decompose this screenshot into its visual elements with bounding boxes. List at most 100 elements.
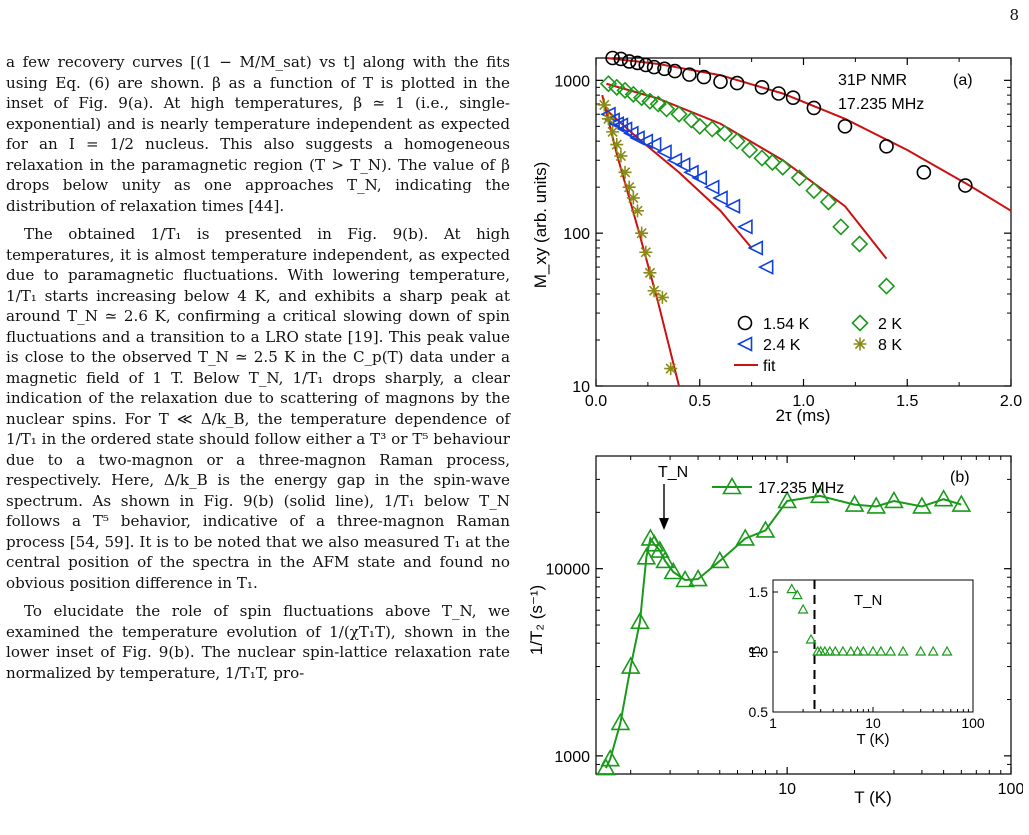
data-point <box>618 165 632 179</box>
data-point <box>713 74 728 89</box>
panel-a-axes: 0.0 0.5 1.0 1.5 2.0 10 100 1000 <box>554 58 1022 410</box>
inset-point <box>837 645 849 656</box>
inset-point <box>875 645 887 656</box>
panel-a-frame <box>595 57 1012 387</box>
a-xtick-label: 1.5 <box>896 393 918 410</box>
data-point <box>958 178 973 193</box>
data-point <box>709 550 730 569</box>
inset-point <box>786 583 798 594</box>
inset-point <box>941 645 953 656</box>
data-point <box>596 757 616 776</box>
data-point <box>630 611 650 630</box>
i-ytick-label: 1.0 <box>749 644 769 660</box>
data-point <box>600 749 621 767</box>
b-ytick-label: 1000 <box>554 749 590 766</box>
data-point <box>633 89 651 107</box>
data-point <box>622 125 639 142</box>
data-point <box>631 204 644 218</box>
tn-arrow-head <box>659 518 669 530</box>
data-point <box>877 277 896 295</box>
paragraph-3: To elucidate the role of spin fluctuatio… <box>6 602 510 682</box>
legend-label: 1.54 K <box>763 316 810 333</box>
a-xtick-label: 0.5 <box>689 393 711 410</box>
figure-9: 0.0 0.5 1.0 1.5 2.0 10 100 1000 M_xy (arb. unit… <box>527 50 1023 807</box>
inset-point <box>857 645 869 656</box>
data-point <box>805 181 823 200</box>
data-point <box>755 520 776 538</box>
b-legend-marker <box>722 476 742 495</box>
data-point <box>754 80 770 95</box>
data-point <box>667 63 683 79</box>
inset-xlabel: T (K) <box>856 731 889 748</box>
inset-point <box>851 645 864 656</box>
inset-point <box>805 633 817 644</box>
b-xtick-label: 10 <box>778 781 796 798</box>
data-point <box>649 95 667 113</box>
data-point <box>616 121 633 137</box>
data-point <box>879 139 894 154</box>
inset-point <box>797 603 809 614</box>
data-point <box>850 235 869 253</box>
panel-b-axes: 10 100 1000 10000 <box>546 455 1023 798</box>
data-point <box>691 117 709 135</box>
inset-point <box>867 645 879 656</box>
panel-a-points <box>597 50 973 376</box>
data-point <box>637 133 654 149</box>
legend-label: 2.4 K <box>763 337 801 354</box>
data-point <box>785 90 801 105</box>
panel-a-frequency: 17.235 MHz <box>838 96 924 113</box>
paragraph-2: The obtained 1/T₁ is presented in Fig. 9… <box>6 225 510 592</box>
panel-a-ylabel: M_xy (arb. units) <box>531 162 550 289</box>
legend-label: 2 K <box>878 316 902 333</box>
data-point <box>735 528 756 546</box>
data-point <box>614 149 628 163</box>
data-point <box>832 218 850 236</box>
data-point <box>703 120 721 138</box>
data-point <box>613 51 629 67</box>
data-point <box>682 111 701 129</box>
inset-point <box>885 645 897 656</box>
data-point <box>806 100 822 116</box>
data-point <box>724 198 741 215</box>
body-text: a few recovery curves [(1 − M/M_sat) vs … <box>6 52 510 691</box>
data-point <box>757 259 774 275</box>
data-point <box>635 226 649 240</box>
panel-a-label: (a) <box>953 72 973 89</box>
data-point <box>728 132 746 150</box>
data-point <box>771 86 786 101</box>
i-xtick-label: 100 <box>961 715 985 731</box>
data-point <box>703 179 720 195</box>
data-point <box>682 67 697 82</box>
data-point <box>655 550 675 569</box>
b-ytick-label: 10000 <box>546 562 591 579</box>
data-point <box>657 61 672 77</box>
data-point <box>740 141 759 159</box>
data-point <box>624 85 642 103</box>
i-ytick-label: 0.5 <box>749 704 769 720</box>
inset-tn-label: T_N <box>854 592 882 609</box>
legend-label: 8 K <box>878 337 902 354</box>
a-xtick-label: 0.0 <box>585 393 607 410</box>
data-point <box>683 164 699 181</box>
data-point <box>622 180 636 194</box>
inset-point <box>915 645 927 656</box>
data-point <box>688 568 708 587</box>
data-point <box>621 54 637 69</box>
data-point <box>844 494 865 512</box>
data-point <box>626 191 640 205</box>
a-xtick-label: 1.0 <box>792 393 814 410</box>
data-point <box>774 158 792 176</box>
data-point <box>951 494 972 512</box>
data-point <box>636 547 657 565</box>
data-point <box>809 485 830 504</box>
inset-point <box>791 589 803 600</box>
data-point <box>737 219 753 235</box>
data-point <box>639 245 653 259</box>
fit-curve <box>606 82 888 260</box>
b-legend-label: 17.235 MHz <box>758 480 844 497</box>
a-xtick-label: 2.0 <box>1000 393 1022 410</box>
a-ytick-label: 10 <box>572 379 590 396</box>
data-point <box>647 284 661 298</box>
data-point <box>691 170 708 186</box>
